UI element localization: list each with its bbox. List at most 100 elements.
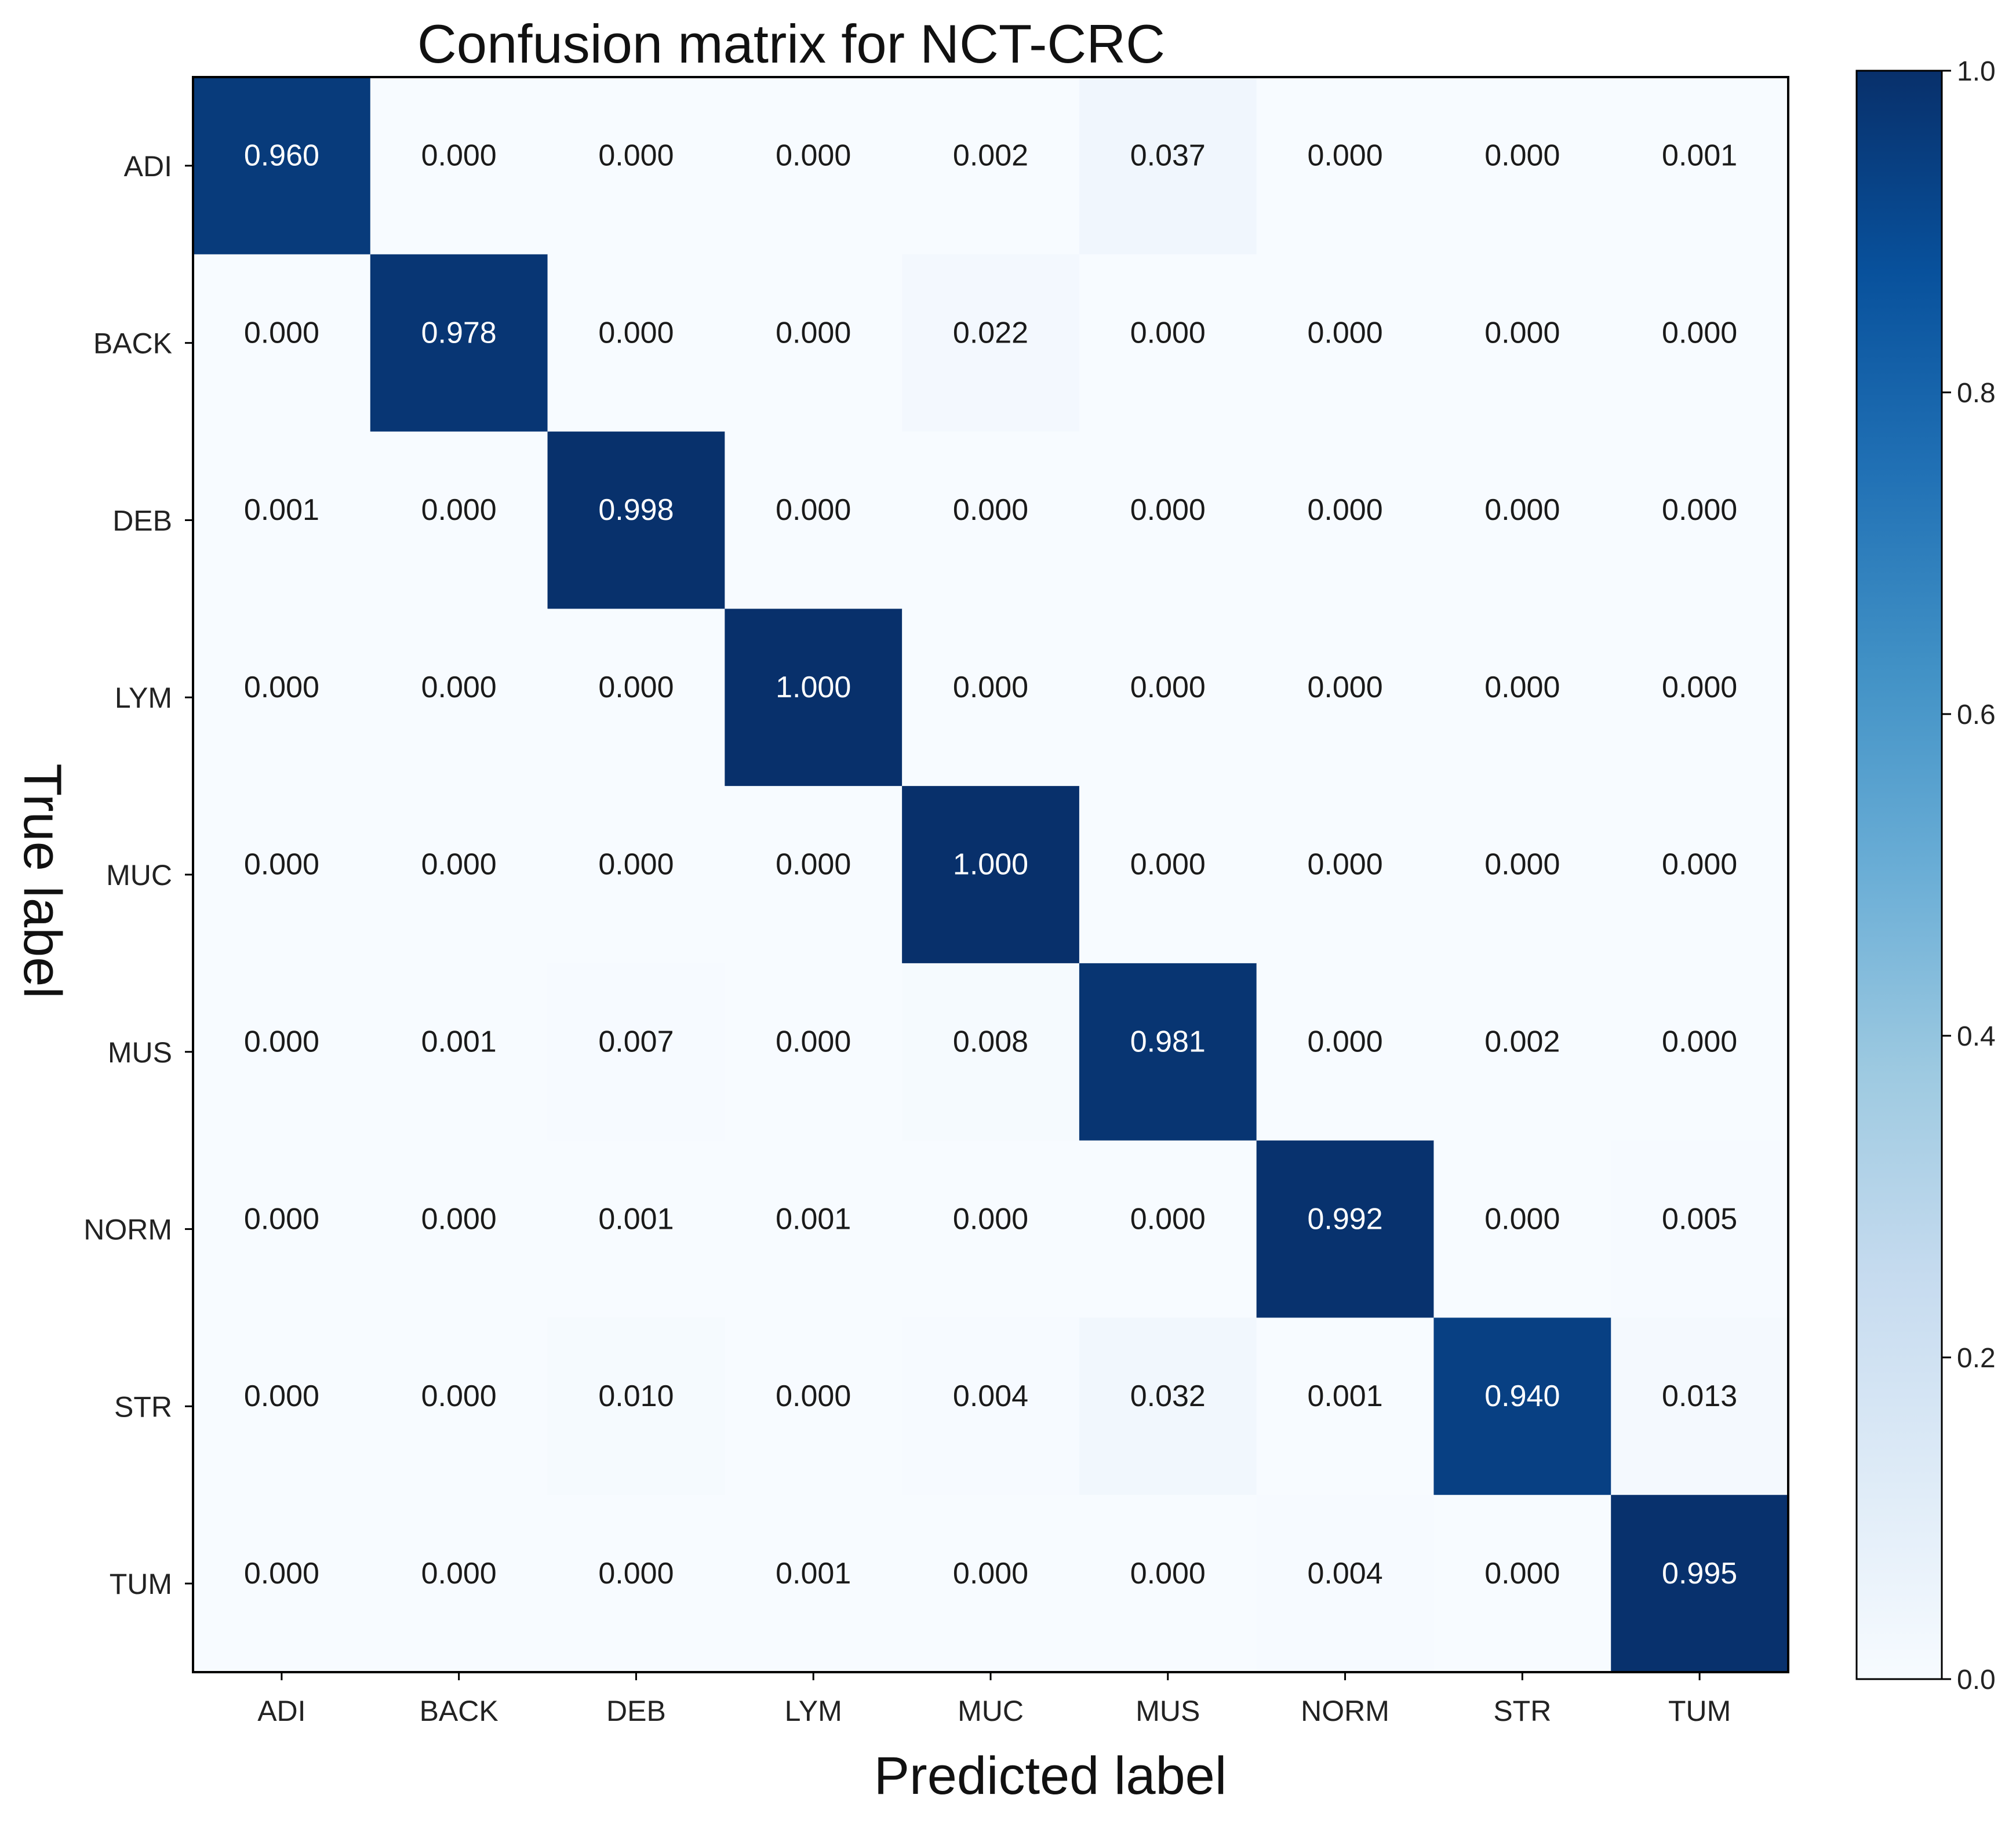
matrix-cell-norm-lym — [725, 1140, 903, 1319]
cell-value-label: 0.001 — [1662, 139, 1737, 173]
cell-value-label: 0.000 — [598, 139, 674, 173]
x-tick-label: NORM — [1301, 1695, 1389, 1727]
matrix-cell-str-back — [370, 1317, 548, 1495]
y-axis-title: True label — [13, 763, 72, 999]
matrix-cell-str-tum — [1611, 1317, 1789, 1495]
x-tick-label: ADI — [257, 1695, 305, 1727]
cell-value-label: 0.000 — [953, 493, 1028, 527]
cell-value-label: 0.001 — [598, 1202, 674, 1236]
cell-value-label: 0.000 — [421, 1557, 497, 1590]
matrix-cell-norm-back — [370, 1140, 548, 1319]
matrix-cell-str-deb — [547, 1317, 725, 1495]
matrix-cell-norm-adi — [193, 1140, 371, 1319]
cell-value-label: 0.000 — [598, 316, 674, 349]
matrix-cell-mus-str — [1433, 963, 1611, 1141]
cell-value-label: 0.000 — [1484, 671, 1560, 704]
y-tick-label: BACK — [93, 327, 172, 360]
matrix-cells — [193, 77, 1789, 1673]
cell-value-label: 0.004 — [1307, 1557, 1382, 1590]
matrix-cell-back-norm — [1256, 254, 1435, 432]
matrix-cell-back-lym — [725, 254, 903, 432]
matrix-cell-str-norm — [1256, 1317, 1435, 1495]
x-tick-label: LYM — [785, 1695, 842, 1727]
matrix-cell-lym-muc — [902, 609, 1080, 787]
cell-value-label: 0.000 — [244, 671, 319, 704]
matrix-cell-back-mus — [1079, 254, 1257, 432]
cell-value-label: 0.001 — [776, 1557, 851, 1590]
matrix-cell-mus-norm — [1256, 963, 1435, 1141]
x-axis-ticks: ADI BACK DEB LYM MUC MUS NORM STR TUM — [257, 1672, 1731, 1727]
matrix-cell-muc-tum — [1611, 786, 1789, 964]
matrix-cell-str-str — [1433, 1317, 1611, 1495]
x-tick-label: DEB — [606, 1695, 666, 1727]
matrix-cell-mus-back — [370, 963, 548, 1141]
matrix-cell-muc-back — [370, 786, 548, 964]
cell-value-label: 0.000 — [1484, 848, 1560, 882]
cell-value-label: 0.000 — [421, 493, 497, 527]
matrix-cell-norm-muc — [902, 1140, 1080, 1319]
cell-value-label: 0.001 — [421, 1025, 497, 1059]
colorbar-tick-label: 0.2 — [1957, 1343, 1996, 1374]
cell-value-label: 0.000 — [598, 671, 674, 704]
cell-value-label: 0.000 — [1662, 493, 1737, 527]
cell-value-label: 0.000 — [244, 1025, 319, 1059]
matrix-cell-tum-norm — [1256, 1495, 1435, 1673]
matrix-cell-tum-str — [1433, 1495, 1611, 1673]
cell-value-label: 0.000 — [244, 848, 319, 882]
cell-value-label: 0.000 — [1307, 671, 1382, 704]
matrix-cell-str-lym — [725, 1317, 903, 1495]
cell-value-label: 0.037 — [1130, 139, 1206, 173]
y-tick-label: STR — [114, 1390, 172, 1423]
matrix-cell-adi-lym — [725, 77, 903, 255]
cell-value-label: 0.998 — [598, 493, 674, 527]
matrix-cell-adi-norm — [1256, 77, 1435, 255]
cell-value-label: 0.000 — [244, 316, 319, 349]
cell-value-label: 0.995 — [1662, 1557, 1737, 1590]
colorbar-ticks: 0.0 0.2 0.4 0.6 0.8 1.0 — [1942, 56, 1996, 1695]
cell-value-label: 0.000 — [1662, 848, 1737, 882]
matrix-cell-muc-mus — [1079, 786, 1257, 964]
cell-value-label: 0.992 — [1307, 1202, 1382, 1236]
matrix-cell-adi-muc — [902, 77, 1080, 255]
cell-value-label: 0.000 — [1130, 671, 1206, 704]
matrix-cell-deb-tum — [1611, 431, 1789, 609]
cell-value-label: 0.960 — [244, 139, 319, 173]
cell-value-label: 0.002 — [1484, 1025, 1560, 1059]
cell-value-label: 0.000 — [244, 1202, 319, 1236]
matrix-cell-tum-deb — [547, 1495, 725, 1673]
matrix-cell-tum-lym — [725, 1495, 903, 1673]
colorbar-tick-label: 0.0 — [1957, 1665, 1996, 1695]
matrix-cell-lym-mus — [1079, 609, 1257, 787]
matrix-cell-adi-mus — [1079, 77, 1257, 255]
cell-value-label: 0.000 — [1662, 316, 1737, 349]
y-tick-label: MUS — [108, 1036, 172, 1069]
matrix-cell-tum-muc — [902, 1495, 1080, 1673]
cell-value-label: 0.978 — [421, 316, 497, 349]
matrix-cell-back-deb — [547, 254, 725, 432]
cell-value-label: 0.000 — [1130, 848, 1206, 882]
cell-value-label: 0.005 — [1662, 1202, 1737, 1236]
matrix-cell-muc-norm — [1256, 786, 1435, 964]
matrix-cell-back-muc — [902, 254, 1080, 432]
matrix-cell-deb-adi — [193, 431, 371, 609]
cell-value-label: 0.000 — [1307, 493, 1382, 527]
cell-value-label: 0.000 — [1484, 1557, 1560, 1590]
matrix-cell-back-tum — [1611, 254, 1789, 432]
matrix-cell-muc-deb — [547, 786, 725, 964]
cell-value-label: 0.000 — [421, 848, 497, 882]
cell-value-label: 0.000 — [1130, 1557, 1206, 1590]
cell-value-label: 0.981 — [1130, 1025, 1206, 1059]
matrix-cell-lym-back — [370, 609, 548, 787]
matrix-cell-muc-adi — [193, 786, 371, 964]
matrix-cell-lym-tum — [1611, 609, 1789, 787]
y-tick-label: TUM — [110, 1568, 172, 1600]
cell-value-label: 0.940 — [1484, 1379, 1560, 1413]
matrix-cell-mus-deb — [547, 963, 725, 1141]
matrix-cell-str-mus — [1079, 1317, 1257, 1495]
cell-value-label: 0.000 — [1662, 671, 1737, 704]
cell-value-label: 1.000 — [776, 671, 851, 704]
cell-value-label: 0.000 — [953, 1202, 1028, 1236]
cell-value-label: 0.000 — [1307, 316, 1382, 349]
